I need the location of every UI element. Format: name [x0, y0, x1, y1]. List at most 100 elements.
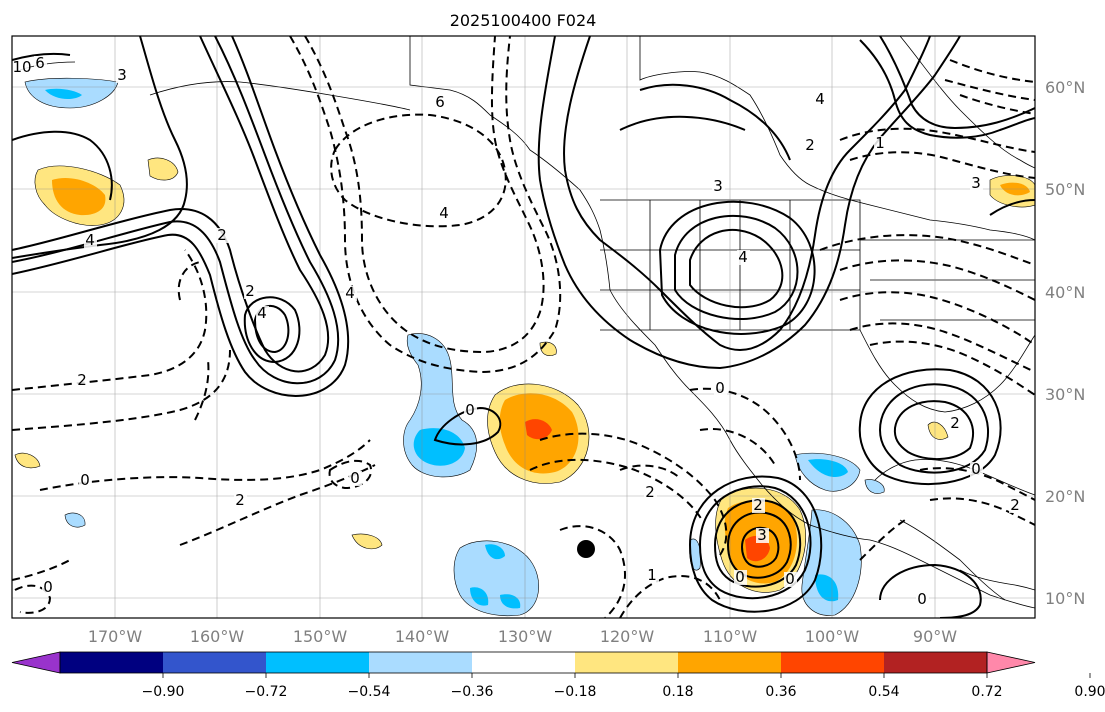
contour-label-bg [874, 136, 887, 151]
shade-neg-ecpac-inner [815, 574, 839, 602]
graticule [12, 36, 1035, 618]
contour-label: 2 [77, 371, 87, 389]
contour-label-bg [244, 284, 257, 299]
contour-label: 6 [435, 93, 445, 111]
contour-label-bg [752, 498, 765, 513]
contour-label: 4 [439, 204, 449, 222]
contour-label: 0 [971, 460, 981, 478]
contour-label: 2 [245, 282, 255, 300]
map-title: 2025100400 F024 [450, 11, 597, 30]
contour-label-bg [949, 416, 962, 431]
lon-label: 120°W [600, 627, 655, 646]
contour-label-bg [644, 485, 657, 500]
coastlines [19, 36, 1035, 609]
colorbar-tick-label: 0.18 [662, 684, 693, 700]
shade-pos-west-inner [52, 177, 106, 216]
map-frame [11, 35, 1036, 619]
contours-dashed [12, 36, 1035, 618]
shade-neg-nw-inner [45, 88, 82, 100]
contour-label-bg [814, 92, 827, 107]
contour-label-bg [344, 286, 357, 301]
colorbar-bin [60, 652, 164, 673]
colorbar-extend-max [986, 651, 1036, 674]
lon-label: 170°W [88, 627, 143, 646]
contour-label: 3 [757, 526, 767, 544]
lon-label: 100°W [805, 627, 860, 646]
contour-label-bg [349, 471, 362, 486]
lon-label: 150°W [293, 627, 348, 646]
colorbar-tick-label: −0.54 [348, 684, 391, 700]
contour-label-bg [234, 493, 247, 508]
contour-label: 0 [715, 379, 725, 397]
colorbar-tick-label: −0.72 [245, 684, 288, 700]
contour-label-bg [16, 60, 29, 75]
contour-labels: 10634264424200200023421442020130230 [12, 54, 1022, 608]
colorbar: −0.90 −0.72 −0.54 −0.36 −0.18 0.18 0.36 0.54 0.7… [11, 651, 1105, 700]
colorbar-bin [781, 652, 885, 673]
contour-label-bg [434, 95, 447, 110]
contour-label-bg [970, 462, 983, 477]
contour-label-bg [734, 570, 747, 585]
shade-neg-small-1 [64, 512, 86, 528]
contour-label-bg [714, 381, 727, 396]
contour-label: 2 [235, 491, 245, 509]
colorbar-tick-label: −0.36 [451, 684, 494, 700]
contour-label-bg [756, 528, 769, 543]
shade-neg-south-inner1 [485, 544, 505, 560]
longitude-labels: 170°W 160°W 150°W 140°W 130°W 120°W 110°… [88, 627, 957, 646]
colorbar-bin [369, 652, 473, 673]
contour-label: 4 [257, 304, 267, 322]
contour-label-bg [712, 179, 725, 194]
contour-label-bg [84, 233, 97, 248]
lon-label: 130°W [498, 627, 553, 646]
contour-label-bg [116, 68, 129, 83]
contour-label: 2 [753, 496, 763, 514]
shade-pos-small-3 [14, 452, 41, 469]
contour-label: 4 [738, 248, 748, 266]
colorbar-bin [678, 652, 782, 673]
contour-label-bg [216, 228, 229, 243]
contour-label-bg [970, 176, 983, 191]
colorbar-frame [59, 651, 988, 674]
colorbar-bin [266, 652, 370, 673]
colorbar-tick-label: 0.36 [765, 684, 796, 700]
contour-label: 0 [80, 471, 90, 489]
contour-label-bg [784, 572, 797, 587]
lat-label: 20°N [1045, 487, 1085, 506]
colorbar-tick-label: −0.18 [554, 684, 597, 700]
contour-label: 2 [645, 483, 655, 501]
shade-neg-gulf-inner [808, 459, 848, 477]
contour-label-bg [737, 250, 750, 265]
shade-neg-central-inner [413, 428, 465, 466]
lon-label: 90°W [913, 627, 957, 646]
shade-neg-small-3 [864, 479, 885, 494]
latitude-labels: 60°N 50°N 40°N 30°N 20°N 10°N [1045, 78, 1085, 608]
contour-label: 3 [971, 174, 981, 192]
contour-label: 0 [350, 469, 360, 487]
contour-label-bg [256, 306, 269, 321]
contour-label-bg [76, 373, 89, 388]
contour-label: 0 [465, 401, 475, 419]
colorbar-bin [575, 652, 679, 673]
contour-label: 2 [950, 414, 960, 432]
contour-label: 1 [647, 566, 657, 584]
shade-pos-small-1 [147, 157, 179, 181]
lat-label: 10°N [1045, 589, 1085, 608]
contour-label-bg [34, 56, 47, 71]
colorbar-bin [884, 652, 988, 673]
contour-label: 0 [917, 590, 927, 608]
contour-label-bg [1009, 498, 1022, 513]
contour-label: 2 [217, 226, 227, 244]
contour-label: 3 [117, 66, 127, 84]
contour-label: 4 [85, 231, 95, 249]
contour-label-bg [79, 473, 92, 488]
shade-pos-small-2 [351, 533, 383, 550]
lat-label: 60°N [1045, 78, 1085, 97]
contour-label-bg [438, 206, 451, 221]
lat-label: 30°N [1045, 385, 1085, 404]
map-area [12, 36, 1035, 618]
contour-label: 0 [785, 570, 795, 588]
contour-label: 2 [805, 136, 815, 154]
contour-label: 10 [12, 58, 31, 76]
